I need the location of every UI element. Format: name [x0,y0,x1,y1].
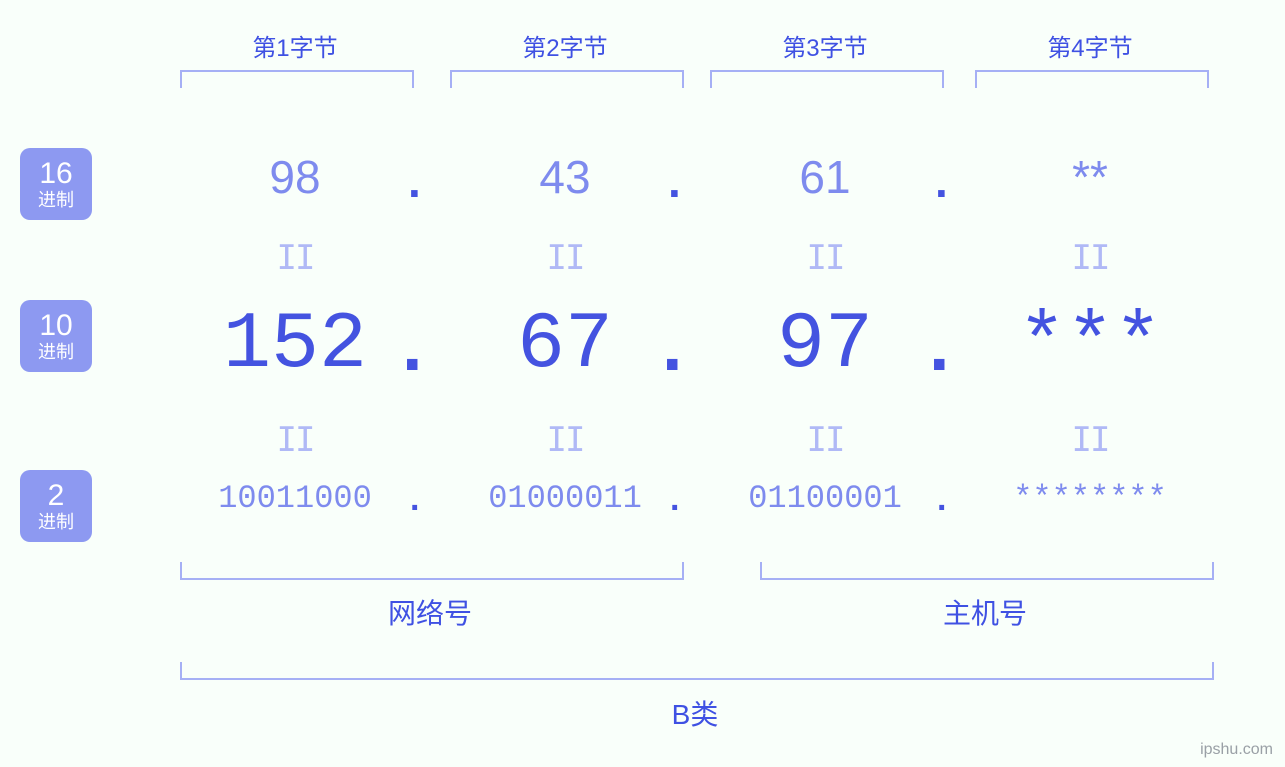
dec-dot-2: . [662,302,683,387]
watermark: ipshu.com [1200,741,1273,759]
class-bracket [180,662,1214,680]
base-badge-bin-unit: 进制 [38,513,74,532]
eq-hex-dec-1: II [170,238,420,278]
dec-byte-1: 152 [170,300,420,391]
base-badge-hex-unit: 进制 [38,191,74,210]
hex-byte-4: ** [965,150,1215,204]
byte-bracket-1 [180,70,414,88]
byte-label-4: 第4字节 [965,28,1215,63]
byte-label-2: 第2字节 [440,28,690,63]
base-badge-dec-num: 10 [39,310,72,342]
eq-dec-bin-2: II [440,420,690,460]
bin-dot-3: . [937,480,946,519]
byte-bracket-4 [975,70,1209,88]
eq-dec-bin-1: II [170,420,420,460]
eq-hex-dec-2: II [440,238,690,278]
dec-dot-1: . [402,302,423,387]
base-badge-hex-num: 16 [39,158,72,190]
eq-hex-dec-3: II [700,238,950,278]
base-badge-hex: 16 进制 [20,148,92,220]
byte-bracket-3 [710,70,944,88]
dec-byte-4: *** [965,300,1215,391]
hex-dot-1: . [408,154,421,208]
hex-dot-2: . [668,154,681,208]
dec-byte-2: 67 [440,300,690,391]
hex-dot-3: . [935,154,948,208]
hex-byte-1: 98 [170,150,420,204]
base-badge-dec-unit: 进制 [38,343,74,362]
network-label: 网络号 [180,592,680,632]
byte-label-3: 第3字节 [700,28,950,63]
bin-byte-1: 10011000 [170,480,420,517]
dec-dot-3: . [929,302,950,387]
bin-byte-3: 01100001 [700,480,950,517]
dec-byte-3: 97 [700,300,950,391]
bin-dot-1: . [410,480,419,519]
base-badge-bin: 2 进制 [20,470,92,542]
eq-dec-bin-3: II [700,420,950,460]
base-badge-dec: 10 进制 [20,300,92,372]
byte-label-1: 第1字节 [170,28,420,63]
network-bracket [180,562,684,580]
hex-byte-3: 61 [700,150,950,204]
byte-bracket-2 [450,70,684,88]
eq-hex-dec-4: II [965,238,1215,278]
host-bracket [760,562,1214,580]
eq-dec-bin-4: II [965,420,1215,460]
class-label: B类 [180,693,1210,733]
bin-byte-4: ******** [965,480,1215,517]
host-label: 主机号 [760,592,1210,632]
hex-byte-2: 43 [440,150,690,204]
bin-dot-2: . [670,480,679,519]
base-badge-bin-num: 2 [48,480,65,512]
bin-byte-2: 01000011 [440,480,690,517]
ip-diagram-canvas: 第1字节 第2字节 第3字节 第4字节 16 进制 10 进制 2 进制 98 … [0,0,1285,767]
